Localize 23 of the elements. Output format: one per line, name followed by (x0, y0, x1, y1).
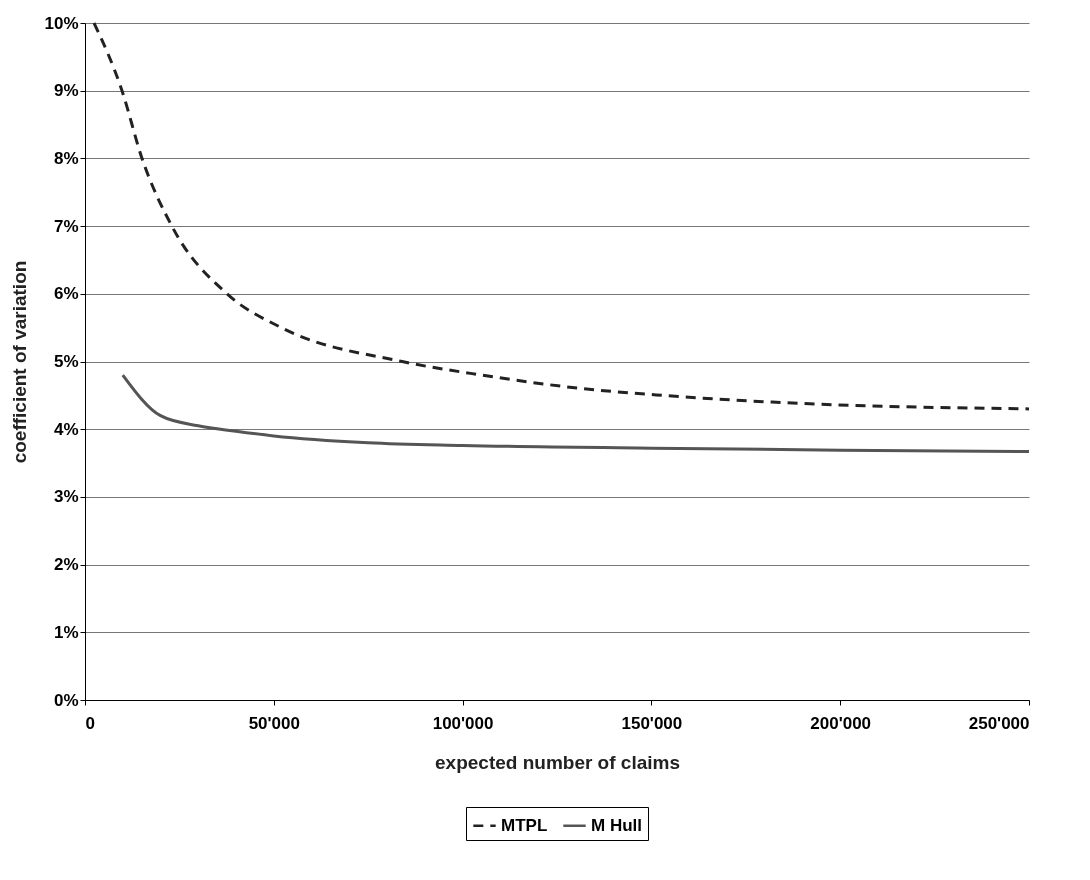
y-tick-label: 8% (53, 148, 79, 168)
x-tick-label: 200'000 (810, 713, 872, 733)
y-tick-label: 0% (53, 690, 79, 710)
y-axis-title: coefficient of variation (9, 260, 31, 464)
x-tick-label: 100'000 (432, 713, 494, 733)
x-tick-label: 250'000 (968, 713, 1030, 733)
y-tick-label: 2% (53, 555, 79, 575)
y-tick-label: 9% (53, 81, 79, 101)
y-tick-label: 4% (53, 419, 79, 439)
y-tick-label: 3% (53, 487, 79, 507)
x-tick-label: 50'000 (248, 713, 300, 733)
y-tick-label: 1% (53, 622, 79, 642)
y-tick-label: 7% (53, 216, 79, 236)
x-axis-title: expected number of claims (435, 751, 680, 773)
y-tick-label: 5% (53, 352, 79, 371)
legend-label: M Hull (591, 815, 642, 835)
x-tick-label: 150'000 (621, 713, 683, 733)
y-tick-label: 6% (53, 284, 79, 304)
line-series (92, 21, 1031, 411)
legend-label: MTPL (501, 815, 548, 835)
y-tick-label: 10% (44, 13, 79, 33)
line-series (121, 373, 1031, 454)
x-tick-label: 0 (85, 713, 95, 733)
